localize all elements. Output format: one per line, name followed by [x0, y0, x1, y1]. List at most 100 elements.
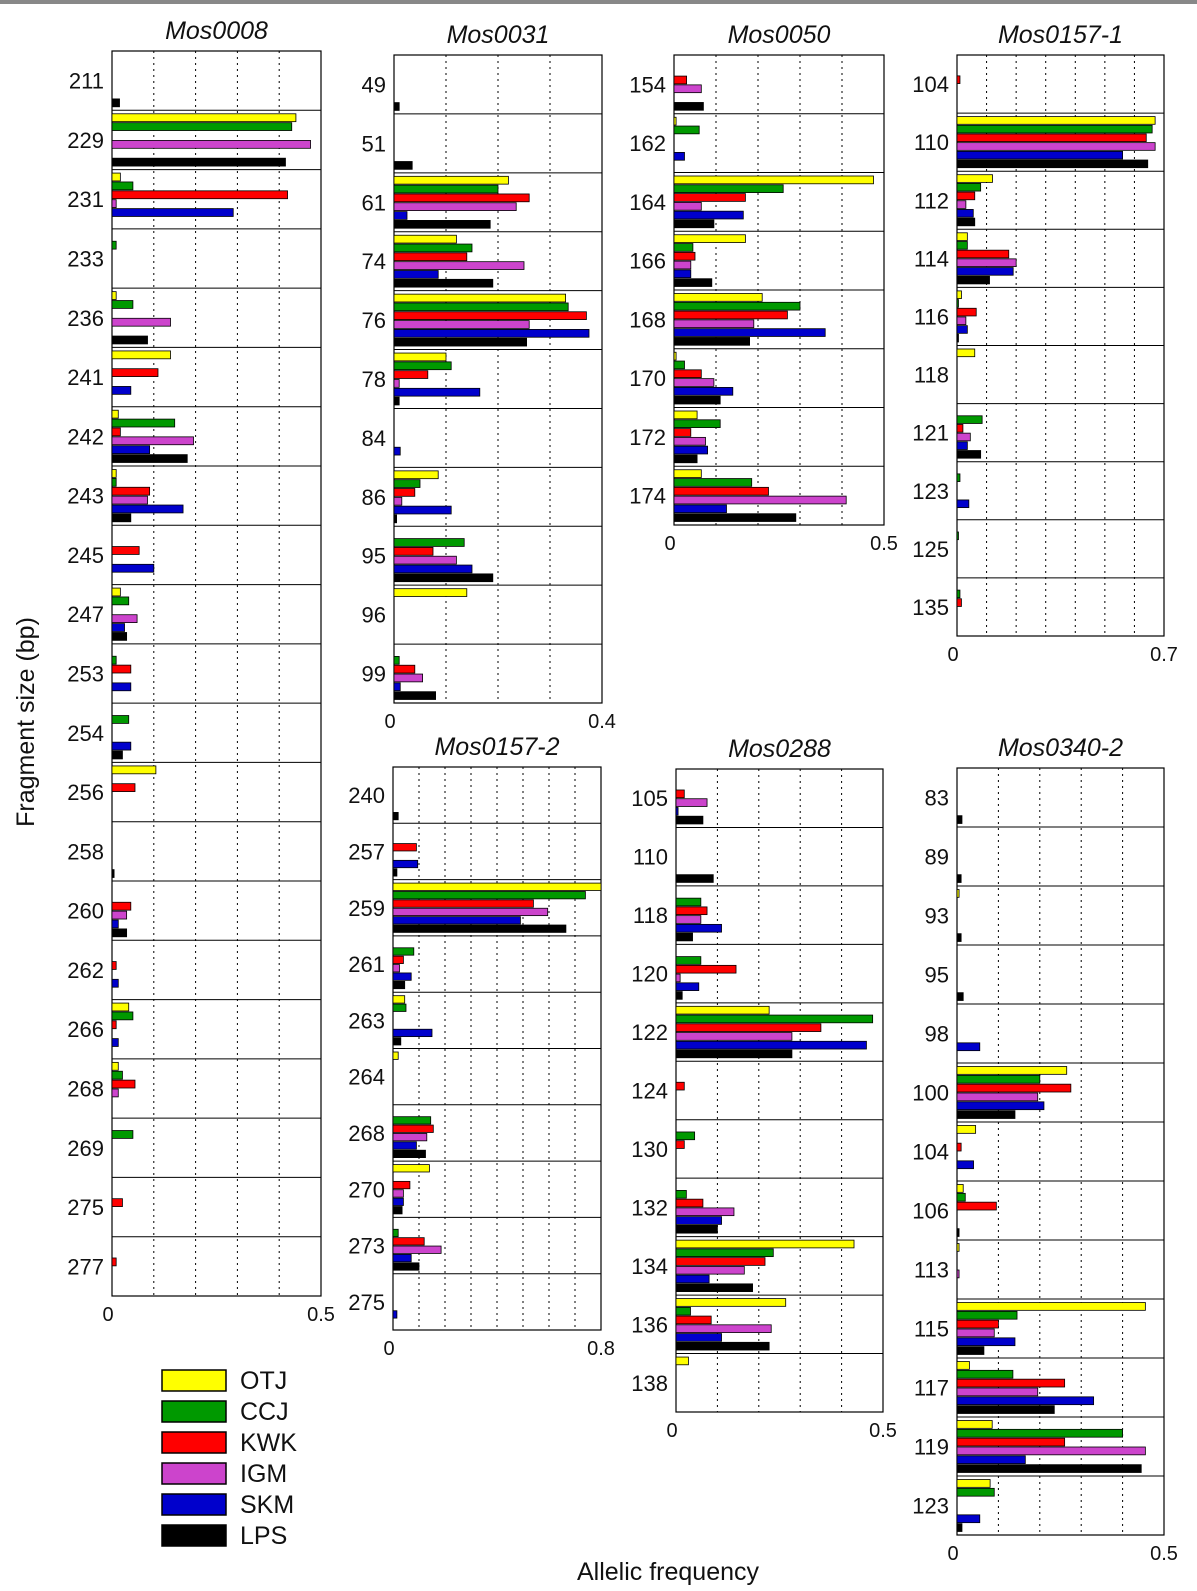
- bar-mos0288-134-skm: [675, 1274, 710, 1284]
- bar-mos0008-241-otj: [111, 350, 171, 360]
- bar-mos0340-2-119-ccj: [956, 1428, 1124, 1438]
- bar-mos0008-242-igm: [111, 436, 194, 446]
- category-label: 123: [912, 1494, 949, 1519]
- category-label: 257: [348, 839, 385, 864]
- bar-mos0050-164-igm: [673, 201, 702, 211]
- bar-mos0050-174-otj: [673, 469, 702, 478]
- panel-mos0050: 154 162 164 166 168 170 172 174 Mos0050 0 0.5: [629, 21, 898, 555]
- bar-mos0157-1-116-otj: [956, 290, 962, 299]
- bar-mos0031-61-kwk: [393, 193, 530, 203]
- bar-mos0288-136-igm: [675, 1324, 772, 1333]
- bar-mos0288-118-skm: [675, 923, 722, 933]
- bar-mos0157-2-259-skm: [392, 916, 521, 925]
- bar-mos0031-99-lps: [393, 691, 436, 700]
- bar-mos0031-78-lps: [393, 396, 400, 406]
- bar-mos0288-124-kwk: [675, 1081, 685, 1091]
- bar-mos0157-2-261-kwk: [392, 955, 404, 964]
- bar-mos0050-170-otj: [673, 351, 677, 361]
- bar-mos0288-118-igm: [675, 915, 702, 924]
- bar-mos0340-2-89-lps: [956, 874, 962, 883]
- bar-mos0157-1-135-ccj: [956, 589, 961, 599]
- category-label: 258: [67, 839, 104, 864]
- legend-label-igm: IGM: [240, 1460, 287, 1488]
- legend-swatch-lps: [161, 1524, 227, 1547]
- category-label: 95: [925, 963, 949, 988]
- category-label: 260: [67, 899, 104, 924]
- category-label: 78: [362, 367, 386, 392]
- bar-mos0340-2-123-lps: [956, 1523, 963, 1532]
- x-axis-label: Allelic frequency: [577, 1558, 760, 1586]
- bar-mos0157-1-123-skm: [956, 499, 970, 509]
- bar-mos0008-229-otj: [111, 113, 297, 123]
- bar-mos0008-242-skm: [111, 445, 151, 455]
- category-label: 211: [69, 69, 104, 94]
- x-tick-label: 0.4: [588, 711, 616, 733]
- bar-mos0340-2-100-otj: [956, 1066, 1068, 1075]
- bar-mos0008-229-ccj: [111, 122, 293, 131]
- bar-mos0008-247-lps: [111, 632, 128, 641]
- bar-mos0050-174-skm: [673, 504, 727, 514]
- bar-mos0008-269-ccj: [111, 1130, 134, 1139]
- bar-mos0008-243-igm: [111, 495, 148, 505]
- bar-mos0288-105-lps: [675, 815, 704, 825]
- bar-mos0340-2-119-kwk: [956, 1437, 1066, 1447]
- bar-mos0157-2-273-kwk: [392, 1237, 425, 1246]
- category-label: 122: [631, 1020, 668, 1045]
- category-label: 83: [925, 786, 949, 811]
- bar-mos0340-2-123-ccj: [956, 1487, 995, 1497]
- bar-mos0031-76-igm: [393, 320, 530, 329]
- bar-mos0008-243-skm: [111, 504, 184, 514]
- bar-mos0157-2-273-ccj: [392, 1228, 399, 1238]
- bar-mos0008-247-skm: [111, 623, 125, 632]
- bar-mos0340-2-100-skm: [956, 1101, 1045, 1111]
- bar-mos0157-2-275-skm: [392, 1310, 398, 1319]
- category-label: 247: [67, 602, 104, 627]
- bar-mos0008-262-skm: [111, 978, 119, 988]
- bar-mos0340-2-119-skm: [956, 1455, 1026, 1465]
- bar-mos0157-2-259-kwk: [392, 899, 534, 908]
- bar-mos0031-86-otj: [393, 470, 439, 480]
- bar-mos0031-95-kwk: [393, 547, 434, 556]
- x-tick-label: 0.5: [870, 533, 898, 555]
- category-label: 49: [362, 72, 386, 97]
- bar-mos0340-2-117-skm: [956, 1396, 1095, 1406]
- category-label: 266: [67, 1017, 104, 1042]
- bar-mos0340-2-113-otj: [956, 1243, 960, 1252]
- bar-mos0008-262-kwk: [111, 961, 117, 970]
- category-label: 154: [629, 72, 666, 97]
- category-label: 268: [67, 1077, 104, 1102]
- bar-mos0157-2-259-otj: [392, 882, 602, 891]
- bar-mos0288-134-kwk: [675, 1257, 766, 1266]
- bar-mos0288-110-lps: [675, 874, 714, 883]
- bar-mos0157-1-104-kwk: [956, 75, 961, 84]
- bar-mos0157-2-240-lps: [392, 812, 399, 821]
- legend: OTJ CCJ KWK IGM SKM LPS: [161, 1367, 297, 1550]
- bar-mos0288-136-lps: [675, 1341, 770, 1351]
- bar-mos0288-118-lps: [675, 932, 693, 942]
- bar-mos0157-2-273-skm: [392, 1254, 412, 1263]
- bar-mos0157-1-125-ccj: [956, 531, 959, 541]
- category-label: 172: [629, 425, 666, 450]
- bar-mos0050-166-otj: [673, 234, 746, 243]
- bar-mos0157-1-118-otj: [956, 348, 976, 358]
- bar-mos0050-162-skm: [673, 152, 685, 161]
- bar-mos0050-154-kwk: [673, 75, 688, 85]
- bar-mos0288-134-lps: [675, 1283, 753, 1292]
- category-label: 240: [348, 783, 385, 808]
- legend-label-otj: OTJ: [240, 1367, 287, 1395]
- category-label: 254: [67, 721, 104, 746]
- category-label: 123: [912, 479, 949, 504]
- bar-mos0157-1-110-ccj: [956, 124, 1153, 134]
- bar-mos0288-122-igm: [675, 1032, 793, 1041]
- bar-mos0340-2-104-otj: [956, 1125, 977, 1134]
- category-label: 93: [925, 904, 949, 929]
- bar-mos0050-172-lps: [673, 454, 698, 464]
- bar-mos0288-134-otj: [675, 1239, 855, 1249]
- bar-mos0340-2-119-lps: [956, 1464, 1142, 1473]
- bar-mos0008-268-igm: [111, 1088, 119, 1098]
- bar-mos0157-2-270-kwk: [392, 1180, 411, 1190]
- bar-mos0031-76-otj: [393, 293, 567, 303]
- bar-mos0031-99-skm: [393, 682, 401, 692]
- bar-mos0050-162-ccj: [673, 125, 700, 135]
- bar-mos0157-1-112-lps: [956, 217, 976, 227]
